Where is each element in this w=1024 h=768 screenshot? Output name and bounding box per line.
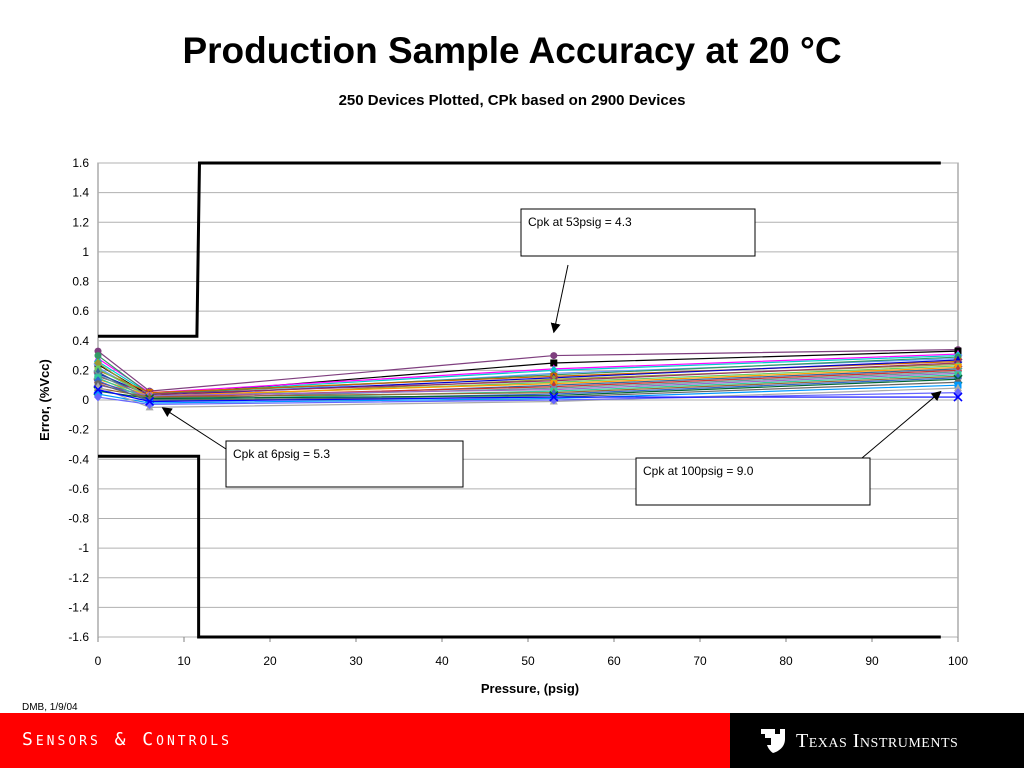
data-point (954, 383, 962, 392)
annotation-box (635, 457, 871, 506)
ti-brand-block: Texas Instruments (730, 713, 1024, 768)
series-line (97, 389, 958, 403)
x-tick-label: 0 (95, 654, 102, 668)
annotation-box (520, 208, 756, 257)
y-tick-label: -1.6 (68, 630, 89, 644)
series-line (97, 362, 959, 395)
spec-limits (98, 161, 941, 639)
series-line (97, 372, 959, 397)
ti-logo-icon (761, 729, 785, 753)
y-tick-label: -0.2 (68, 423, 89, 437)
data-point (549, 392, 559, 402)
x-tick-label: 40 (435, 654, 449, 668)
series-line (97, 375, 959, 398)
annotation-text: Cpk at 53psig = 4.3 (528, 215, 632, 229)
series-line (97, 377, 959, 403)
series-line (97, 366, 959, 397)
series-line (97, 354, 959, 395)
x-tick-label: 60 (607, 654, 621, 668)
y-tick-label: 0.4 (72, 334, 89, 348)
x-tick-label: 20 (263, 654, 277, 668)
x-tick-label: 30 (349, 654, 363, 668)
x-tick-label: 50 (521, 654, 535, 668)
spec-limit-upper (98, 161, 941, 338)
series-line (97, 384, 959, 404)
y-tick-label: -0.4 (68, 452, 89, 466)
slide-subtitle: 250 Devices Plotted, CPk based on 2900 D… (338, 92, 686, 109)
y-tick-label: 0.2 (72, 363, 89, 377)
annotation-arrow (550, 264, 569, 334)
data-point (94, 352, 102, 360)
series-line (97, 350, 959, 397)
spec-limit-lower (98, 454, 941, 639)
series-line (97, 381, 959, 401)
y-tick-label: 1 (82, 245, 89, 259)
series-line (97, 371, 959, 400)
y-tick-label: 0 (82, 393, 89, 407)
data-point (145, 396, 155, 407)
x-tick-label: 80 (779, 654, 793, 668)
y-tick-label: -0.6 (68, 482, 89, 496)
series-line (97, 378, 959, 400)
data-point (94, 358, 102, 368)
annotation-box (225, 440, 464, 488)
slide-title: Production Sample Accuracy at 20 °C (182, 30, 842, 71)
y-tick-label: -0.8 (68, 512, 89, 526)
data-point (94, 392, 102, 402)
x-axis-tick-labels: 0 10 20 30 40 50 60 70 80 90 100 (95, 654, 969, 668)
y-axis-tick-labels: 1.6 1.4 1.2 1 0.8 0.6 0.4 0.2 0 -0.2 -0.4 -0.6 -0.8 -… (68, 156, 89, 644)
data-point (145, 399, 154, 409)
footer-bar: Sensors & Controls Texas Instruments (0, 713, 1024, 768)
y-tick-label: -1.4 (68, 600, 89, 614)
annotation-arrow (161, 407, 227, 450)
sensors-controls-text: Sensors & Controls (22, 729, 232, 750)
ti-brand-text: Texas Instruments (796, 730, 959, 752)
series-line (97, 349, 959, 392)
series-line (97, 374, 959, 401)
x-tick-label: 10 (177, 654, 191, 668)
x-tick-label: 100 (948, 654, 968, 668)
data-point (953, 392, 963, 402)
y-tick-label: 0.8 (72, 275, 89, 289)
x-tick-label: 90 (865, 654, 879, 668)
annotations: Cpk at 53psig = 4.3 Cpk at 6psig = 5.3 Cpk… (161, 208, 942, 506)
x-tick-label: 70 (693, 654, 707, 668)
device-series (93, 346, 963, 411)
annotation-text: Cpk at 6psig = 5.3 (233, 447, 330, 461)
data-point (93, 385, 103, 395)
series-line (97, 391, 959, 406)
y-tick-label: 0.6 (72, 304, 89, 318)
accuracy-chart: 1.6 1.4 1.2 1 0.8 0.6 0.4 0.2 0 -0.2 -0.4 -0.6 -0.8 -… (37, 156, 969, 696)
y-tick-label: -1.2 (68, 571, 89, 585)
data-point (550, 359, 558, 367)
annotation-arrow (861, 390, 942, 459)
y-tick-label: 1.4 (72, 186, 89, 200)
series-line (97, 369, 959, 398)
y-axis-label: Error, (%Vcc) (37, 359, 52, 441)
series-line (97, 359, 959, 397)
data-point (550, 352, 558, 360)
y-tick-label: 1.2 (72, 215, 89, 229)
y-tick-label: 1.6 (72, 156, 89, 170)
x-axis-label: Pressure, (psig) (481, 681, 579, 696)
annotation-text: Cpk at 100psig = 9.0 (643, 464, 754, 478)
series-line (97, 386, 959, 409)
data-point (549, 395, 558, 405)
footer-note: DMB, 1/9/04 (22, 702, 78, 713)
y-tick-label: -1 (78, 541, 89, 555)
